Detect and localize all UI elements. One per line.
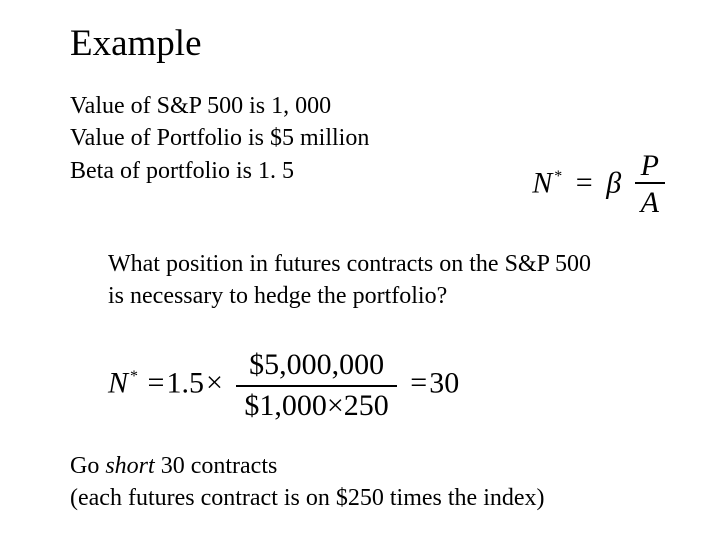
question-line-2: is necessary to hedge the portfolio? — [108, 280, 668, 312]
calc-fraction: $5,000,000 $1,000×250 — [236, 348, 396, 423]
calc-eq1: = — [146, 366, 167, 399]
slide: Example Value of S&P 500 is 1, 000 Value… — [0, 0, 720, 540]
fraction-p-over-a: P A — [635, 150, 665, 221]
answer-l1-b: 30 contracts — [155, 453, 278, 479]
calc-den-times: × — [327, 389, 344, 422]
fraction-numerator: P — [635, 150, 665, 184]
question-block: What position in futures contracts on th… — [108, 248, 668, 313]
equals-sign: = — [570, 166, 599, 199]
calc-coef: 1.5 — [166, 366, 204, 399]
question-line-1: What position in futures contracts on th… — [108, 248, 668, 280]
calc-numerator: $5,000,000 — [236, 348, 396, 387]
answer-short: short — [105, 453, 154, 479]
calc-result: 30 — [429, 366, 459, 399]
answer-line-2: (each futures contract is on $250 times … — [70, 482, 545, 514]
fraction-denominator: A — [635, 184, 665, 222]
formula-n-star: N* = β P A — [532, 150, 665, 221]
calc-den-b: 250 — [344, 389, 389, 422]
slide-title: Example — [70, 22, 202, 65]
given-line-1: Value of S&P 500 is 1, 000 — [70, 90, 369, 122]
answer-line-1: Go short 30 contracts — [70, 450, 545, 482]
calc-times: × — [204, 366, 225, 399]
answer-block: Go short 30 contracts (each futures cont… — [70, 450, 545, 515]
formula-star: * — [554, 168, 562, 185]
calc-den-a: $1,000 — [244, 389, 327, 422]
formula-calculation: N* =1.5× $5,000,000 $1,000×250 =30 — [108, 348, 459, 423]
calc-denominator: $1,000×250 — [236, 387, 396, 424]
calc-eq2: = — [408, 366, 429, 399]
given-block: Value of S&P 500 is 1, 000 Value of Port… — [70, 90, 369, 187]
calc-N: N — [108, 366, 128, 399]
calc-star: * — [130, 368, 138, 385]
answer-l1-a: Go — [70, 453, 105, 479]
given-line-3: Beta of portfolio is 1. 5 — [70, 155, 369, 187]
formula-N: N — [532, 166, 552, 199]
given-line-2: Value of Portfolio is $5 million — [70, 122, 369, 154]
beta-symbol: β — [606, 166, 621, 199]
